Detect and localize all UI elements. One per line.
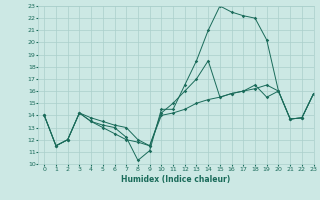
X-axis label: Humidex (Indice chaleur): Humidex (Indice chaleur) [121, 175, 231, 184]
